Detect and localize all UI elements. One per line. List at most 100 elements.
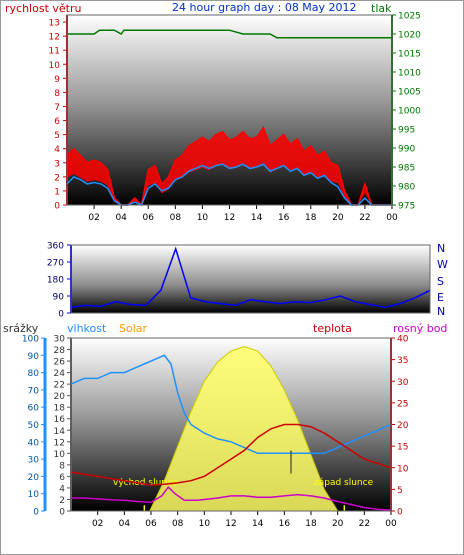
temp-tick-label: 6 bbox=[59, 473, 65, 483]
x-tick-label: 02 bbox=[88, 213, 99, 223]
rain-tick-label: 30 bbox=[28, 456, 40, 466]
rain-legend-label: srážky bbox=[3, 322, 39, 335]
temp-legend-label: teplota bbox=[313, 322, 352, 335]
x-tick-label: 20 bbox=[332, 213, 344, 223]
direction-tick-label: 90 bbox=[53, 293, 65, 303]
wind-tick-label: 12 bbox=[49, 33, 60, 43]
x-tick-label: 18 bbox=[305, 519, 317, 529]
x-tick-label: 22 bbox=[359, 519, 370, 529]
right-tick-label: 0 bbox=[397, 508, 403, 518]
rain-tick-label: 80 bbox=[28, 369, 40, 379]
direction-tick-label: 360 bbox=[47, 242, 64, 252]
pressure-tick-label: 1005 bbox=[398, 88, 421, 98]
direction-tick-label: 180 bbox=[47, 276, 64, 286]
wind-tick-label: 1 bbox=[54, 187, 60, 197]
x-tick-label: 00 bbox=[386, 213, 398, 223]
temp-tick-label: 14 bbox=[54, 427, 66, 437]
pressure-tick-label: 990 bbox=[398, 145, 415, 155]
x-tick-label: 00 bbox=[385, 519, 397, 529]
x-tick-label: 06 bbox=[143, 213, 155, 223]
temp-tick-label: 22 bbox=[54, 381, 65, 391]
pressure-tick-label: 1000 bbox=[398, 107, 421, 117]
x-tick-label: 14 bbox=[251, 213, 263, 223]
wind-tick-label: 5 bbox=[54, 131, 60, 141]
pressure-tick-label: 1025 bbox=[398, 12, 421, 22]
temp-tick-label: 18 bbox=[54, 404, 66, 414]
temp-tick-label: 12 bbox=[54, 438, 65, 448]
wind-tick-label: 6 bbox=[54, 117, 60, 127]
direction-tick-label: 270 bbox=[47, 259, 64, 269]
x-tick-label: 20 bbox=[332, 519, 344, 529]
pressure-legend-label: tlak bbox=[371, 2, 392, 15]
wind-tick-label: 7 bbox=[54, 103, 60, 113]
compass-s: S bbox=[437, 275, 444, 288]
right-tick-label: 30 bbox=[397, 378, 409, 388]
x-tick-label: 04 bbox=[115, 213, 127, 223]
temp-tick-label: 8 bbox=[59, 461, 65, 471]
wind-tick-label: 8 bbox=[54, 89, 60, 99]
x-tick-label: 14 bbox=[252, 519, 264, 529]
wind-tick-label: 10 bbox=[49, 61, 61, 71]
x-tick-label: 12 bbox=[224, 213, 235, 223]
x-tick-label: 06 bbox=[145, 519, 157, 529]
x-tick-label: 12 bbox=[225, 519, 236, 529]
temp-tick-label: 26 bbox=[54, 358, 66, 368]
pressure-tick-label: 995 bbox=[398, 126, 415, 136]
right-tick-label: 25 bbox=[397, 399, 408, 409]
right-tick-label: 20 bbox=[397, 421, 409, 431]
right-tick-label: 15 bbox=[397, 443, 408, 453]
temp-tick-label: 28 bbox=[54, 346, 66, 356]
rain-tick-label: 40 bbox=[28, 438, 40, 448]
temp-tick-label: 24 bbox=[54, 369, 66, 379]
x-tick-label: 10 bbox=[197, 213, 209, 223]
temp-tick-label: 0 bbox=[59, 508, 65, 518]
rain-tick-label: 90 bbox=[28, 352, 40, 362]
wind-direction-plot: 0 90 180 270 360 bbox=[47, 242, 431, 320]
x-tick-label: 16 bbox=[278, 213, 290, 223]
temp-panel-frame bbox=[70, 337, 392, 512]
temp-tick-label: 30 bbox=[54, 335, 66, 345]
pressure-tick-label: 975 bbox=[398, 202, 415, 212]
temp-tick-label: 20 bbox=[54, 392, 66, 402]
rain-tick-label: 60 bbox=[28, 404, 40, 414]
pressure-tick-label: 980 bbox=[398, 183, 415, 193]
humidity-legend-label: vlhkost bbox=[67, 322, 107, 335]
temp-tick-label: 2 bbox=[59, 496, 65, 506]
right-tick-label: 35 bbox=[397, 356, 408, 366]
pressure-tick-label: 1015 bbox=[398, 50, 421, 60]
pressure-tick-label: 985 bbox=[398, 164, 415, 174]
humidity-line bbox=[70, 354, 392, 455]
dew-legend-label: rosný bod bbox=[393, 322, 447, 335]
right-tick-label: 40 bbox=[397, 335, 409, 345]
wind-tick-label: 3 bbox=[54, 159, 60, 169]
chart-title: 24 hour graph day : 08 May 2012 bbox=[172, 1, 357, 14]
wind-direction-line bbox=[70, 246, 431, 309]
direction-panel-background bbox=[71, 245, 430, 313]
rain-tick-label: 100 bbox=[22, 335, 39, 345]
wind-tick-label: 9 bbox=[54, 75, 60, 85]
x-tick-label: 16 bbox=[279, 519, 291, 529]
wind-panel-frame bbox=[66, 14, 393, 206]
x-tick-label: 08 bbox=[170, 213, 182, 223]
wind-tick-label: 0 bbox=[54, 202, 60, 212]
pressure-tick-label: 1020 bbox=[398, 31, 421, 41]
direction-tick-label: 0 bbox=[58, 310, 64, 320]
temp-humidity-plot: 0102030405060708090100024681012141618202… bbox=[22, 335, 409, 530]
compass-e: E bbox=[437, 291, 444, 304]
wind-pressure-plot: 0123456789101112139759809859909951000100… bbox=[49, 12, 422, 224]
wind-panel-background bbox=[67, 15, 392, 205]
solar-legend-label: Solar bbox=[119, 322, 148, 335]
x-tick-label: 02 bbox=[92, 519, 103, 529]
pressure-tick-label: 1010 bbox=[398, 69, 421, 79]
right-tick-label: 10 bbox=[397, 464, 409, 474]
x-tick-label: 08 bbox=[172, 519, 184, 529]
x-tick-label: 18 bbox=[305, 213, 317, 223]
sunset-label: západ slunce bbox=[314, 478, 374, 488]
right-tick-label: 5 bbox=[397, 486, 403, 496]
rain-tick-label: 10 bbox=[28, 490, 40, 500]
wind-legend-label: rychlost větru bbox=[5, 2, 81, 15]
sunrise-label: východ slunce bbox=[113, 478, 178, 488]
direction-panel-frame bbox=[70, 244, 431, 314]
